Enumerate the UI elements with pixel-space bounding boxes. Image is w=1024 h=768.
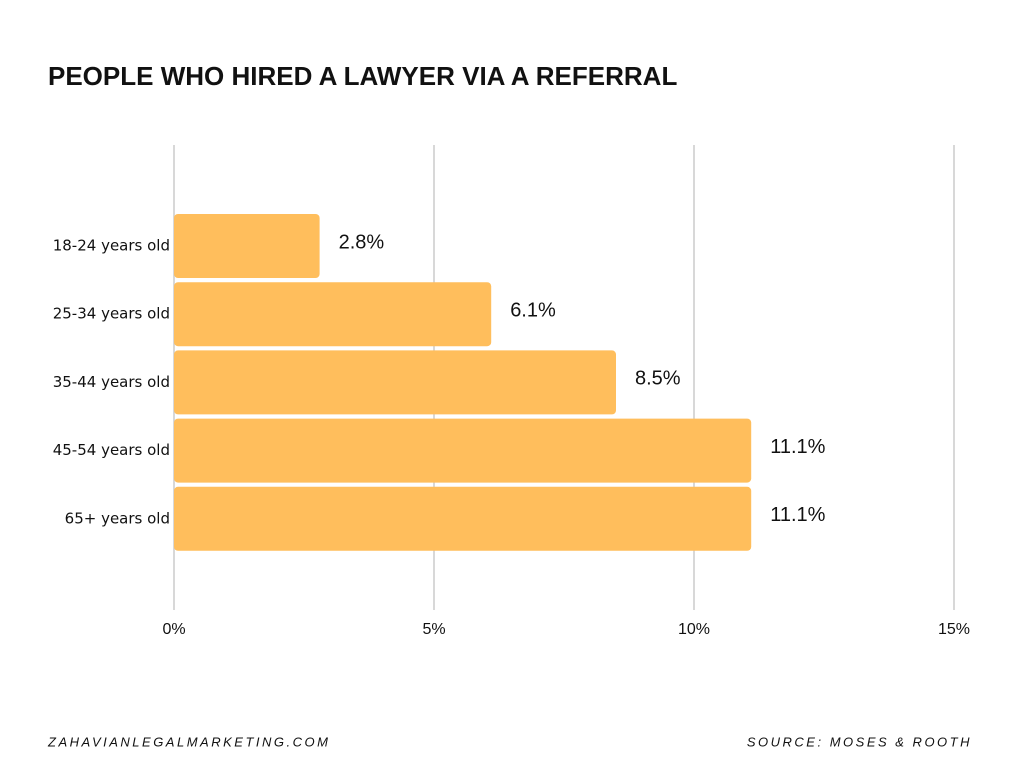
bar bbox=[174, 350, 616, 415]
y-tick-label: 45-54 years old bbox=[53, 441, 170, 459]
chart-title: PEOPLE WHO HIRED A LAWYER VIA A REFERRAL bbox=[48, 61, 677, 91]
y-tick-label: 25-34 years old bbox=[53, 305, 170, 323]
y-tick-label: 65+ years old bbox=[65, 509, 170, 527]
bar bbox=[174, 486, 752, 551]
x-tick-label: 10% bbox=[678, 621, 710, 638]
x-tick-label: 0% bbox=[162, 621, 185, 638]
value-label: 6.1% bbox=[510, 299, 556, 321]
value-label: 11.1% bbox=[770, 436, 825, 458]
bar bbox=[174, 418, 752, 483]
y-tick-label: 18-24 years old bbox=[53, 237, 170, 255]
website: ZAHAVIANLEGALMARKETING.COM bbox=[47, 734, 330, 749]
value-label: 8.5% bbox=[635, 368, 681, 390]
value-label: 11.1% bbox=[770, 504, 825, 526]
source: SOURCE: MOSES & ROOTH bbox=[747, 734, 972, 749]
bar bbox=[174, 282, 492, 347]
y-tick-label: 35-44 years old bbox=[53, 373, 170, 391]
value-label: 2.8% bbox=[339, 231, 385, 253]
x-tick-label: 5% bbox=[422, 621, 445, 638]
bar bbox=[174, 214, 320, 278]
x-tick-label: 15% bbox=[938, 621, 970, 638]
